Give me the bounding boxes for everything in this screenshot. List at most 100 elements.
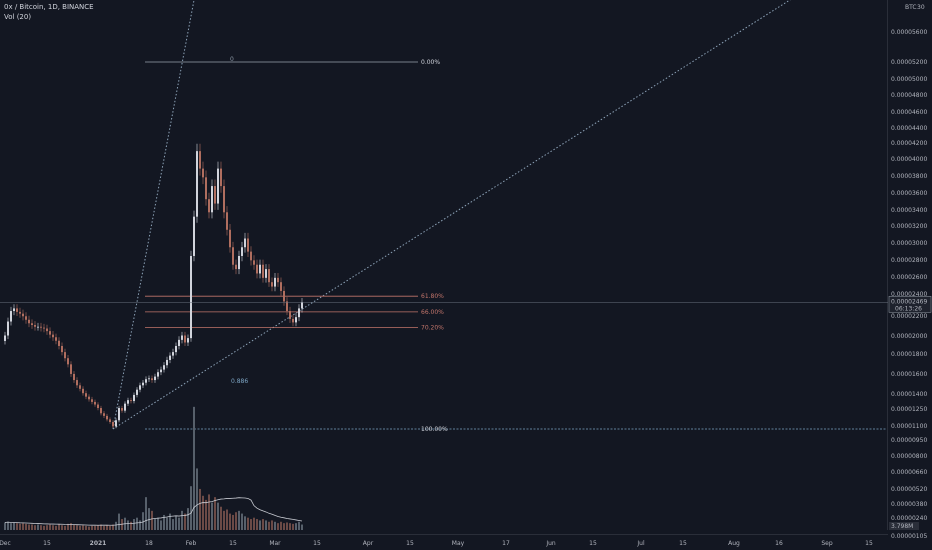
candle-body	[10, 311, 12, 322]
candle-body	[220, 168, 222, 187]
candle-body	[67, 358, 69, 365]
volume-bar	[286, 522, 288, 530]
candle-body	[70, 364, 72, 374]
candle-body	[25, 316, 27, 320]
volume-bar	[229, 513, 231, 530]
candle-body	[88, 396, 90, 400]
volume-bar	[157, 517, 159, 530]
candle-body	[202, 168, 204, 178]
volume-bar	[163, 514, 165, 530]
candle-body	[262, 264, 264, 278]
candle-body	[199, 151, 201, 169]
price-tick-label: 0.00002400	[891, 291, 927, 298]
time-tick-label: 15	[43, 540, 51, 547]
volume-bar	[133, 519, 135, 530]
fib-level-label: 61.80%	[421, 293, 444, 300]
volume-bar	[301, 524, 303, 530]
volume-indicator-label[interactable]: Vol (20)	[4, 13, 32, 21]
candle-body	[79, 385, 81, 389]
volume-bar	[259, 520, 261, 530]
candle-body	[19, 311, 21, 314]
candle-body	[280, 282, 282, 291]
volume-bar	[118, 513, 120, 530]
volume-bar	[208, 494, 210, 530]
volume-bar	[250, 519, 252, 530]
volume-bar	[256, 519, 258, 530]
volume-bar	[130, 521, 132, 530]
candle-body	[73, 373, 75, 381]
volume-bar	[85, 525, 87, 530]
volume-bar	[112, 524, 114, 530]
candle-body	[265, 269, 267, 278]
candle-body	[22, 313, 24, 317]
candle-body	[187, 338, 189, 343]
trendline-layer	[112, 0, 791, 430]
candle-body	[103, 413, 105, 416]
price-tick-label: 0.00004000	[891, 156, 927, 163]
volume-bar	[196, 468, 198, 530]
current-price-label: 0.00002469	[891, 298, 927, 305]
volume-bar	[76, 525, 78, 530]
candle-body	[28, 319, 30, 324]
volume-bar	[64, 525, 66, 530]
time-tick-label: Mar	[269, 540, 281, 547]
volume-bar	[283, 523, 285, 530]
price-tick-label: 0.00000240	[891, 515, 927, 522]
trendline	[112, 0, 195, 430]
volume-bar	[280, 521, 282, 530]
candle-body	[298, 308, 300, 318]
time-tick-label: 2021	[90, 540, 107, 547]
volume-bar	[16, 523, 18, 530]
volume-layer	[4, 406, 303, 530]
volume-bar	[40, 525, 42, 530]
volume-bar	[22, 523, 24, 530]
volume-bar	[193, 406, 195, 530]
volume-bar	[160, 520, 162, 530]
volume-bar	[223, 510, 225, 530]
symbol-title[interactable]: 0x / Bitcoin, 1D, BINANCE	[4, 3, 94, 11]
candle-body	[40, 326, 42, 328]
volume-bar	[190, 486, 192, 530]
candle-body	[196, 151, 198, 217]
volume-bar	[199, 488, 201, 530]
time-tick-label: 15	[589, 540, 597, 547]
price-bottom-label: 0.00000105	[891, 533, 927, 540]
candle-body	[211, 186, 213, 213]
time-tick-label: 15	[313, 540, 321, 547]
volume-bar	[244, 516, 246, 530]
volume-bar	[265, 520, 267, 530]
candle-body	[277, 277, 279, 283]
volume-bar	[151, 510, 153, 530]
time-tick-label: 18	[145, 540, 153, 547]
indicator-value-label: 30	[917, 4, 925, 11]
price-tick-label: 0.00000800	[891, 453, 927, 460]
candle-body	[46, 328, 48, 332]
candle-body	[85, 393, 87, 397]
time-tick-label: Feb	[186, 540, 197, 547]
candle-body	[184, 335, 186, 343]
volume-bar	[37, 524, 39, 530]
volume-bar	[187, 508, 189, 530]
candle-body	[229, 229, 231, 248]
candle-body	[100, 408, 102, 414]
candle-body	[223, 186, 225, 213]
volume-bar	[97, 525, 99, 530]
candle-body	[160, 369, 162, 373]
candle-body	[145, 379, 147, 383]
price-tick-label: 0.00000660	[891, 469, 927, 476]
fib-level-label: 70.20%	[421, 325, 444, 332]
price-tick-label: 0.00005600	[891, 29, 927, 36]
volume-bar	[106, 525, 108, 530]
time-tick-label: Dec	[0, 540, 11, 547]
volume-bar	[154, 519, 156, 530]
volume-bar	[220, 506, 222, 530]
candle-body	[112, 422, 114, 427]
candle-body	[34, 325, 36, 327]
candle-body	[7, 321, 9, 336]
price-tick-label: 0.00005000	[891, 76, 927, 83]
volume-bar	[73, 524, 75, 530]
candle-body	[130, 400, 132, 402]
volume-bar	[238, 510, 240, 530]
candle-body	[232, 247, 234, 265]
